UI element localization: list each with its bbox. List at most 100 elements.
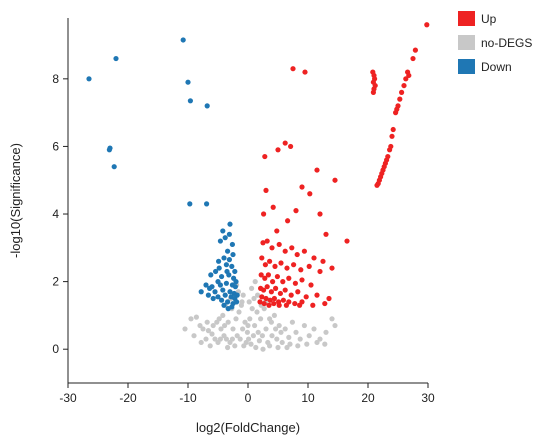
data-point: [191, 333, 197, 339]
data-point: [219, 297, 225, 303]
data-point: [227, 221, 233, 227]
y-tick-label: 2: [52, 275, 59, 289]
data-point: [261, 300, 267, 307]
data-point: [213, 268, 219, 275]
data-point: [274, 336, 280, 342]
data-point: [282, 287, 288, 293]
data-point: [389, 133, 395, 139]
data-point: [320, 258, 326, 264]
legend-label: Down: [481, 60, 512, 74]
data-point: [287, 341, 293, 347]
data-point: [198, 339, 204, 346]
data-point: [223, 262, 229, 268]
data-point: [302, 69, 308, 75]
data-point: [295, 289, 301, 295]
data-point: [218, 326, 224, 332]
data-point: [203, 336, 209, 342]
data-point: [257, 299, 263, 305]
data-point: [276, 241, 282, 248]
data-point: [317, 336, 323, 342]
data-point: [229, 263, 235, 269]
data-point: [397, 96, 403, 102]
data-point: [229, 336, 235, 342]
data-point: [240, 292, 246, 298]
data-point: [106, 147, 112, 153]
data-point: [272, 263, 278, 269]
data-point: [225, 344, 231, 351]
data-point: [314, 167, 320, 173]
data-point: [294, 251, 300, 258]
legend-item-up: Up: [458, 11, 497, 26]
legend-label: no-DEGS: [481, 36, 532, 50]
data-point: [306, 333, 312, 339]
data-point: [273, 285, 279, 291]
data-point: [374, 182, 380, 188]
data-point: [188, 316, 194, 322]
y-tick-label: 8: [52, 72, 59, 86]
legend-item-down: Down: [458, 59, 512, 74]
data-point: [254, 309, 260, 315]
data-point: [216, 258, 222, 264]
data-point: [226, 257, 232, 263]
data-point: [220, 287, 226, 293]
data-point: [269, 245, 275, 251]
data-point: [252, 322, 258, 329]
data-point: [314, 339, 320, 346]
data-point: [308, 282, 314, 288]
x-tick-label: -30: [59, 391, 77, 405]
data-point: [250, 333, 256, 339]
data-point: [224, 268, 230, 275]
data-point: [403, 76, 409, 82]
series-up: [257, 22, 430, 308]
data-point: [113, 55, 119, 62]
data-point: [370, 89, 376, 95]
data-point: [289, 245, 295, 251]
data-point: [424, 22, 430, 28]
data-point: [215, 294, 221, 300]
data-point: [303, 294, 309, 300]
data-point: [207, 285, 213, 291]
data-point: [292, 300, 298, 307]
data-point: [86, 76, 92, 82]
data-point: [304, 341, 310, 347]
data-point: [198, 289, 204, 295]
data-point: [249, 285, 255, 291]
data-point: [277, 290, 283, 297]
data-point: [207, 343, 213, 349]
data-point: [187, 201, 193, 207]
x-tick-label: 0: [245, 391, 252, 405]
data-point: [225, 319, 231, 325]
data-point: [268, 289, 274, 295]
data-point: [236, 309, 242, 315]
data-point: [217, 238, 223, 244]
data-point: [270, 204, 276, 210]
data-point: [329, 316, 335, 322]
legend-item-no-degs: no-DEGS: [458, 35, 532, 50]
data-point: [209, 331, 215, 337]
data-point: [412, 47, 418, 53]
legend: Up no-DEGS Down: [458, 11, 532, 74]
data-point: [307, 191, 313, 197]
data-point: [323, 329, 329, 335]
data-point: [263, 187, 269, 193]
data-point: [266, 302, 272, 308]
data-point: [267, 258, 273, 264]
data-point: [288, 143, 294, 150]
data-point: [227, 289, 233, 295]
data-point: [225, 248, 231, 254]
data-point: [234, 292, 240, 298]
data-point: [275, 147, 281, 153]
data-point: [271, 312, 277, 319]
x-tick-label: 20: [361, 391, 375, 405]
x-axis-title: log2(FoldChange): [196, 420, 300, 435]
data-point: [221, 302, 227, 308]
data-point: [230, 251, 236, 258]
y-tick-label: 0: [52, 342, 59, 356]
data-point: [222, 292, 228, 298]
data-point: [260, 240, 266, 246]
data-point: [267, 297, 273, 303]
data-point: [286, 334, 292, 340]
data-point: [282, 248, 288, 254]
data-point: [290, 66, 296, 72]
